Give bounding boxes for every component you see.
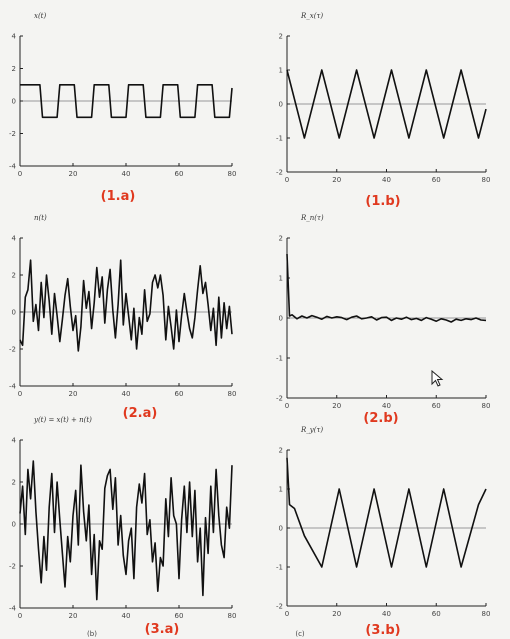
y-tick-label: -2 <box>276 395 283 403</box>
x-tick-label: 0 <box>18 390 22 398</box>
x-tick-label: 60 <box>432 176 441 184</box>
x-tick-label: 0 <box>285 402 289 410</box>
y-tick-label: 2 <box>12 65 16 73</box>
x-tick-label: 0 <box>18 170 22 178</box>
x-tick-label: 60 <box>432 610 441 618</box>
y-tick-label: 2 <box>279 447 283 455</box>
panel-caption: (2.b) <box>363 411 398 426</box>
x-tick-label: 40 <box>122 390 131 398</box>
y-tick-label: -2 <box>276 603 283 611</box>
y-tick-label: 0 <box>279 101 283 109</box>
y-tick-label: 4 <box>12 235 17 243</box>
plot-title: y(t) = x(t) + n(t) <box>33 416 92 424</box>
footer-mark: (b) <box>87 630 97 638</box>
y-tick-label: 2 <box>279 33 283 41</box>
y-tick-label: -2 <box>9 346 16 354</box>
x-tick-label: 20 <box>332 610 341 618</box>
series-line <box>19 460 233 601</box>
plot-panel: 210-1-20 20 40 60 80R_x(τ)(1.b) <box>276 12 490 209</box>
y-tick-label: -4 <box>9 605 17 613</box>
plot-panel: 210-1-20 20 40 60 80R_n(τ)(2.b) <box>276 214 490 426</box>
x-tick-label: 60 <box>175 170 184 178</box>
x-tick-label: 40 <box>382 402 391 410</box>
plot-panel: 420-2-40 20 40 60 80x(t)(1.a) <box>9 12 236 204</box>
x-tick-label: 40 <box>122 170 131 178</box>
x-tick-label: 20 <box>332 402 341 410</box>
mouse-pointer-icon <box>431 370 444 387</box>
series-line <box>19 259 233 352</box>
y-tick-label: -4 <box>9 163 17 171</box>
x-tick-label: 60 <box>432 402 441 410</box>
y-tick-label: -1 <box>276 564 283 572</box>
panel-caption: (3.a) <box>145 622 180 637</box>
series-line <box>286 69 487 139</box>
panel-caption: (1.b) <box>365 194 400 209</box>
y-tick-label: -1 <box>276 355 283 363</box>
y-tick-label: 0 <box>12 309 16 317</box>
plot-panel: 420-2-40 20 40 60 80n(t)(2.a) <box>9 214 236 421</box>
y-tick-label: -2 <box>276 169 283 177</box>
x-tick-label: 80 <box>482 176 491 184</box>
y-tick-label: 4 <box>12 33 17 41</box>
y-tick-label: 2 <box>12 272 16 280</box>
x-tick-label: 20 <box>69 612 78 620</box>
plot-title: x(t) <box>34 12 46 20</box>
plot-title: n(t) <box>34 214 47 222</box>
plot-title: R_n(τ) <box>300 214 324 222</box>
plot-title: R_x(τ) <box>300 12 323 20</box>
x-tick-label: 0 <box>18 612 22 620</box>
x-tick-label: 20 <box>69 390 78 398</box>
y-tick-label: -2 <box>9 130 16 138</box>
x-tick-label: 80 <box>228 390 237 398</box>
panel-caption: (2.a) <box>123 406 158 421</box>
y-tick-label: 1 <box>279 67 283 75</box>
y-tick-label: -4 <box>9 383 17 391</box>
plot-panel: 210-1-20 20 40 60 80R_y(τ)(3.b) <box>276 426 490 638</box>
y-tick-label: -1 <box>276 135 283 143</box>
series-line <box>286 457 487 568</box>
x-tick-label: 40 <box>382 176 391 184</box>
y-tick-label: -2 <box>9 563 16 571</box>
x-tick-label: 60 <box>175 612 184 620</box>
x-tick-label: 40 <box>122 612 131 620</box>
series-line <box>20 84 233 119</box>
y-tick-label: 0 <box>12 98 16 106</box>
x-tick-label: 80 <box>482 610 491 618</box>
x-tick-label: 20 <box>69 170 78 178</box>
y-tick-label: 0 <box>279 525 283 533</box>
y-tick-label: 2 <box>279 235 283 243</box>
plot-title: R_y(τ) <box>300 426 323 434</box>
y-tick-label: 0 <box>279 315 283 323</box>
x-tick-label: 40 <box>382 610 391 618</box>
x-tick-label: 60 <box>175 390 184 398</box>
panel-caption: (1.a) <box>101 189 136 204</box>
footer-mark: (c) <box>295 630 305 638</box>
plot-panel: 420-2-40 20 40 60 80y(t) = x(t) + n(t)(3.a) <box>9 416 236 637</box>
y-tick-label: 2 <box>12 479 16 487</box>
y-tick-label: 0 <box>12 521 16 529</box>
x-tick-label: 0 <box>285 610 289 618</box>
x-tick-label: 80 <box>228 612 237 620</box>
x-tick-label: 80 <box>482 402 491 410</box>
y-tick-label: 1 <box>279 275 283 283</box>
y-tick-label: 4 <box>12 437 17 445</box>
x-tick-label: 20 <box>332 176 341 184</box>
series-line <box>286 253 487 323</box>
x-tick-label: 0 <box>285 176 289 184</box>
x-tick-label: 80 <box>228 170 237 178</box>
y-tick-label: 1 <box>279 486 283 494</box>
panel-caption: (3.b) <box>365 623 400 638</box>
